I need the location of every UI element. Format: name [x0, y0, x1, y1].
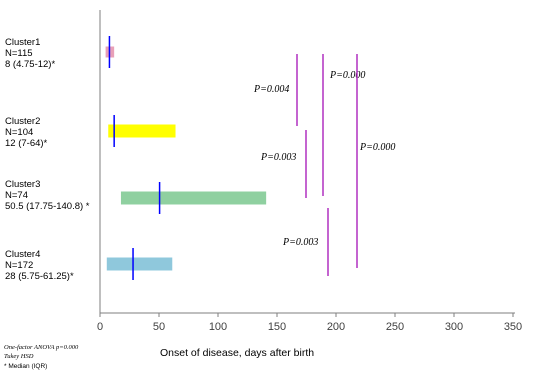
plot-area — [105, 36, 267, 280]
footnote-tukey: Tukey HSD — [4, 353, 34, 360]
p-value-label: P=0.003 — [260, 152, 296, 163]
cluster-label-line: N=104 — [5, 127, 33, 138]
x-tick-label: 100 — [209, 321, 227, 333]
x-tick-label: 50 — [153, 321, 165, 333]
x-tick-label: 0 — [97, 321, 103, 333]
cluster-label-line: Cluster4 — [5, 249, 40, 260]
x-tick-label: 350 — [504, 321, 522, 333]
cluster-label-line: N=74 — [5, 190, 28, 201]
x-tick-label: 150 — [268, 321, 286, 333]
cluster-label-line: 28 (5.75-61.25)* — [5, 271, 74, 282]
comparison-lines: P=0.004 P=0.000 P=0.003 P=0.000 P=0.003 — [253, 54, 395, 276]
cluster-label-line: 50.5 (17.75-140.8) * — [5, 201, 90, 212]
p-value-label: P=0.000 — [329, 70, 365, 81]
cluster-label-line: Cluster1 — [5, 37, 40, 48]
cluster-label-line: N=115 — [5, 48, 33, 59]
x-axis-title: Onset of disease, days after birth — [160, 347, 314, 359]
cluster-label-line: 8 (4.75-12)* — [5, 59, 55, 70]
footnote-median-iqr: * Median (IQR) — [4, 363, 47, 370]
p-value-label: P=0.004 — [253, 84, 289, 95]
iqr-bar — [120, 191, 267, 205]
x-axis-ticks: 0 50 100 150 200 250 300 350 — [97, 313, 522, 333]
cluster-label-line: Cluster3 — [5, 179, 40, 190]
p-value-label: P=0.003 — [282, 237, 318, 248]
cluster-label-line: Cluster2 — [5, 116, 40, 127]
x-tick-label: 300 — [445, 321, 463, 333]
footnote-anova: One-factor ANOVA p=0.000 — [4, 344, 79, 351]
cluster-label-line: 12 (7-64)* — [5, 138, 48, 149]
cluster-label-line: N=172 — [5, 260, 33, 271]
iqr-bar — [108, 124, 176, 138]
iqr-bar — [106, 257, 173, 271]
footnote: One-factor ANOVA p=0.000 Tukey HSD * Med… — [4, 344, 79, 370]
x-tick-label: 250 — [386, 321, 404, 333]
p-value-label: P=0.000 — [359, 142, 395, 153]
x-tick-label: 200 — [327, 321, 345, 333]
